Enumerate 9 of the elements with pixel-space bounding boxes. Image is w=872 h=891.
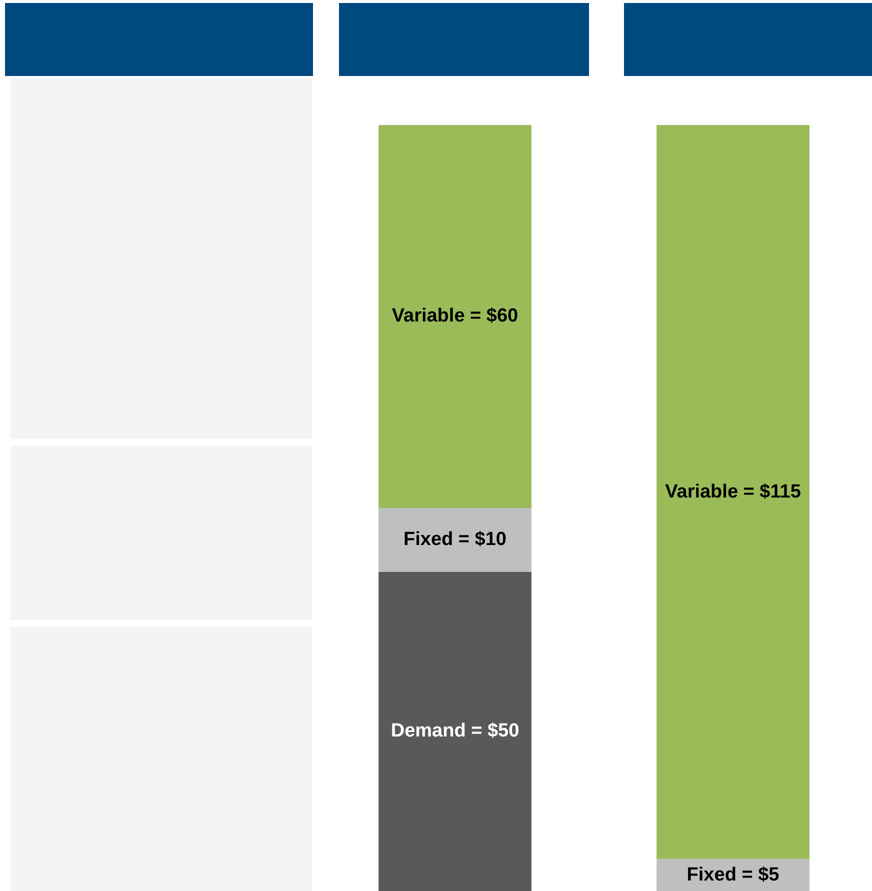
bar xyxy=(656,125,810,860)
bar xyxy=(378,125,532,508)
data-label: Fixed = $5 xyxy=(686,864,780,886)
data-label: Fixed = $10 xyxy=(404,529,506,550)
data-label: Demand = $50 xyxy=(390,720,520,742)
bar xyxy=(378,508,532,572)
data-label: Variable = $60 xyxy=(392,306,518,327)
bar xyxy=(378,572,532,891)
data-label: Variable = $115 xyxy=(665,481,802,502)
